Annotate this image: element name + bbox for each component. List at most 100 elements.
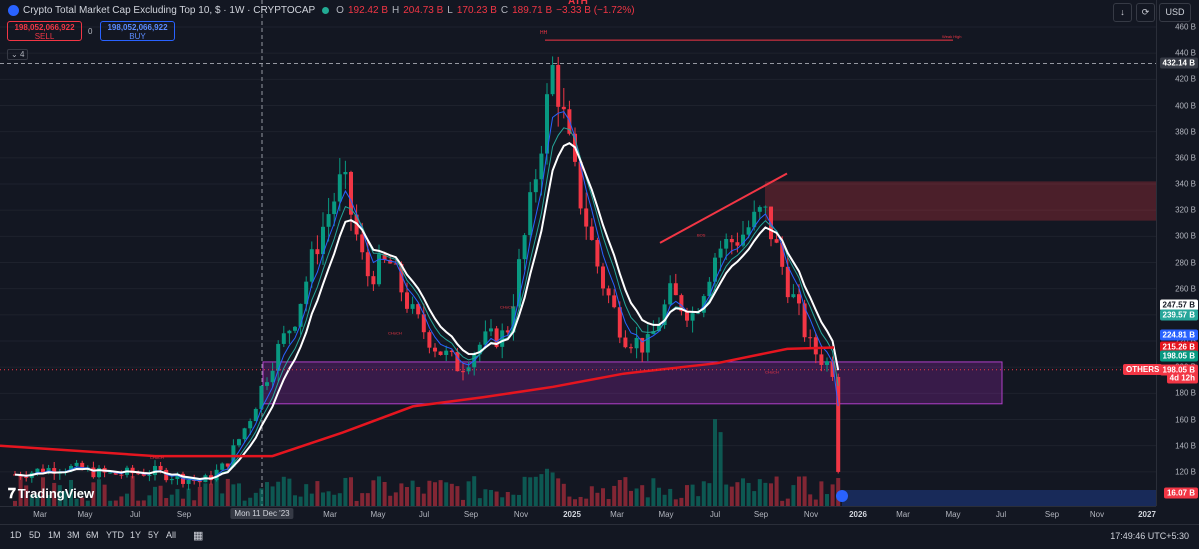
time-tick: Sep bbox=[176, 510, 192, 519]
candle-body bbox=[197, 481, 202, 483]
volume-bar bbox=[472, 476, 477, 506]
currency-select[interactable]: USD bbox=[1159, 3, 1191, 22]
candle-body bbox=[802, 303, 807, 338]
last-price-tag: 198.05 B bbox=[1159, 364, 1198, 376]
volume-bar bbox=[259, 488, 264, 506]
time-axis[interactable]: Mar May Jul Sep Mar May Jul Sep Nov 2025 Mar May Jul… bbox=[0, 506, 1156, 523]
range-all-button[interactable]: All bbox=[166, 530, 177, 540]
symbol-title[interactable]: Crypto Total Market Cap Excluding Top 10… bbox=[23, 4, 316, 16]
price-chart[interactable]: HH Weak High CHoCH CHoCH CHoCH BOS CHoCH ATH bbox=[0, 0, 1156, 506]
sell-button[interactable]: 198,052,066,922 SELL bbox=[7, 21, 82, 41]
candle-body bbox=[147, 475, 152, 477]
volume-bar bbox=[461, 499, 465, 506]
chart-canvas[interactable]: HH Weak High CHoCH CHoCH CHoCH BOS CHoCH ATH bbox=[0, 0, 1160, 506]
buy-button[interactable]: 198,052,066,922 BUY bbox=[100, 21, 175, 41]
volume-bar bbox=[662, 494, 667, 506]
volume-bar bbox=[186, 488, 191, 506]
candle-body bbox=[724, 238, 729, 249]
volume-bar bbox=[545, 468, 549, 506]
candle-body bbox=[248, 421, 253, 429]
volume-bar bbox=[209, 483, 213, 506]
price-tick: 440 B bbox=[1175, 48, 1196, 58]
range-5y-button[interactable]: 5Y bbox=[148, 530, 160, 540]
range-1y-button[interactable]: 1Y bbox=[130, 530, 142, 540]
candle-body bbox=[707, 281, 712, 297]
volume-bar bbox=[399, 483, 404, 506]
volume-bar bbox=[668, 488, 673, 506]
candle-body bbox=[237, 439, 241, 446]
market-status-icon bbox=[322, 6, 330, 14]
time-tick: May bbox=[370, 510, 386, 519]
volume-bar bbox=[102, 484, 107, 506]
ema-white-line bbox=[14, 142, 840, 481]
candle-body bbox=[393, 263, 398, 265]
candle-body bbox=[511, 306, 516, 333]
volume-bar bbox=[729, 486, 734, 506]
range-5d-button[interactable]: 5D bbox=[29, 530, 41, 540]
volume-bar bbox=[679, 497, 684, 506]
volume-bar bbox=[791, 485, 796, 506]
range-3m-button[interactable]: 3M bbox=[67, 530, 80, 540]
volume-bar bbox=[455, 486, 460, 506]
volume-bar bbox=[718, 432, 723, 506]
structure-label: CHoCH bbox=[765, 370, 779, 375]
download-icon[interactable]: ↓ bbox=[1113, 3, 1132, 22]
candle-body bbox=[293, 326, 297, 331]
volume-bar bbox=[690, 484, 695, 506]
candle-body bbox=[657, 324, 661, 332]
close-value: 189.71 B bbox=[512, 4, 553, 16]
time-tick: 2027 bbox=[1138, 510, 1156, 519]
volume-bar bbox=[293, 495, 297, 506]
volume-bar bbox=[421, 493, 426, 506]
volume-bar bbox=[91, 482, 96, 506]
time-tick: Jul bbox=[129, 510, 141, 519]
ema-blue-tag: 224.81 B bbox=[1159, 329, 1198, 341]
range-1m-button[interactable]: 1M bbox=[48, 530, 61, 540]
candle-body bbox=[578, 161, 583, 209]
price-tick: 160 B bbox=[1175, 415, 1196, 424]
volume-bar bbox=[119, 496, 124, 506]
volume-bar bbox=[13, 500, 17, 506]
volume-bar bbox=[281, 476, 286, 506]
candle-body bbox=[561, 106, 566, 110]
volume-bar bbox=[763, 482, 768, 506]
range-ytd-button[interactable]: YTD bbox=[106, 530, 124, 540]
volume-bar bbox=[298, 496, 303, 506]
volume-bar bbox=[349, 477, 353, 506]
volume-bar bbox=[231, 484, 236, 506]
volume-bar bbox=[343, 477, 348, 506]
candle-body bbox=[533, 179, 538, 193]
range-1d-button[interactable]: 1D bbox=[10, 530, 22, 540]
candle-body bbox=[405, 292, 409, 309]
volume-bar bbox=[752, 491, 757, 506]
candle-body bbox=[158, 465, 163, 470]
volume-bar bbox=[46, 494, 51, 506]
candle-body bbox=[421, 314, 426, 333]
calendar-icon[interactable]: ▦ bbox=[193, 530, 204, 542]
volume-bar bbox=[220, 493, 225, 506]
candle-body bbox=[690, 313, 695, 321]
volume-bar bbox=[354, 500, 359, 506]
range-6m-button[interactable]: 6M bbox=[86, 530, 99, 540]
candle-body bbox=[444, 350, 449, 355]
volume-bar bbox=[97, 479, 101, 506]
indicators-toggle[interactable]: ⌄ 4 bbox=[7, 49, 29, 60]
tradingview-logo: 𝟕 TradingView bbox=[8, 485, 94, 502]
candle-body bbox=[281, 333, 286, 344]
time-tick: Jul bbox=[709, 510, 721, 519]
candle-body bbox=[332, 201, 337, 215]
snapshot-icon[interactable]: ⟳ bbox=[1136, 3, 1155, 22]
candle-body bbox=[685, 311, 689, 321]
volume-bar bbox=[629, 490, 633, 506]
indicator-count: 4 bbox=[19, 50, 25, 59]
volume-bar bbox=[276, 481, 281, 506]
supply-zone bbox=[765, 181, 1156, 221]
time-tick: Nov bbox=[803, 510, 819, 519]
volume-bar bbox=[489, 489, 493, 506]
crosshair-date-tag: Mon 11 Dec '23 bbox=[230, 508, 294, 519]
candle-body bbox=[321, 226, 325, 255]
volume-bar bbox=[500, 497, 505, 506]
events-flag-icon bbox=[836, 490, 848, 502]
volume-bar bbox=[741, 478, 745, 506]
